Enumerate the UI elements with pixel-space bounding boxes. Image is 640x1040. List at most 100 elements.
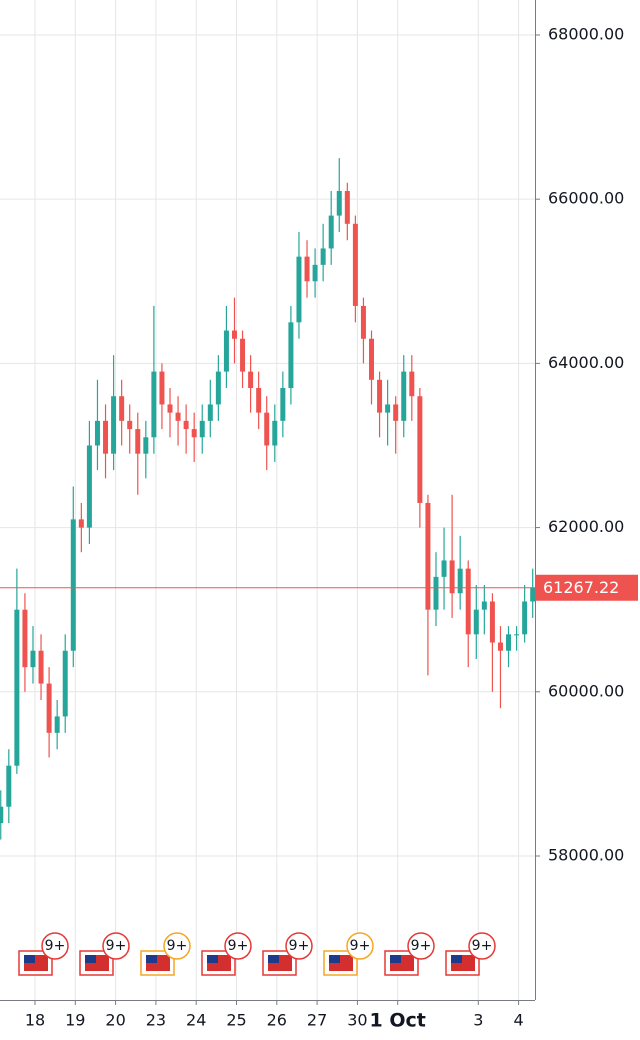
y-tick-label: 64000.00 bbox=[548, 353, 624, 372]
flag-canton bbox=[146, 955, 157, 963]
y-tick-label: 66000.00 bbox=[548, 189, 624, 208]
flag-canton bbox=[24, 955, 35, 963]
x-tick-label: 26 bbox=[267, 1011, 287, 1030]
candle-body bbox=[199, 420, 205, 438]
y-tick-label: 58000.00 bbox=[548, 845, 624, 864]
last-price-badge bbox=[535, 574, 638, 601]
candle-body bbox=[409, 371, 415, 397]
candle-body bbox=[489, 601, 495, 643]
candle-body bbox=[14, 609, 20, 766]
candle-body bbox=[46, 683, 52, 733]
candle-body bbox=[360, 305, 366, 339]
flag-canton bbox=[268, 955, 279, 963]
x-tick-label: 24 bbox=[186, 1011, 206, 1030]
candle-body bbox=[417, 396, 423, 503]
candle-body bbox=[465, 568, 471, 635]
candle-body bbox=[425, 502, 431, 610]
x-tick-label: 30 bbox=[347, 1011, 367, 1030]
badge bbox=[224, 932, 252, 960]
candle-body bbox=[352, 223, 358, 306]
candle-body bbox=[433, 576, 439, 610]
candle-body bbox=[280, 388, 286, 421]
candle-body bbox=[449, 560, 455, 594]
candle-body bbox=[506, 634, 512, 651]
candle-body bbox=[159, 371, 165, 405]
candle-body bbox=[30, 650, 36, 668]
event-marker[interactable]: 9+ bbox=[445, 932, 496, 976]
candle-body bbox=[78, 519, 84, 528]
flag-canton bbox=[85, 955, 96, 963]
candle-body bbox=[0, 806, 4, 824]
y-tick-label: 62000.00 bbox=[548, 517, 624, 536]
event-marker[interactable]: 9+ bbox=[323, 932, 374, 976]
candle-body bbox=[143, 437, 149, 454]
candle-body bbox=[103, 420, 109, 454]
candle-body bbox=[272, 420, 278, 446]
candle-body bbox=[304, 256, 310, 282]
candle-body bbox=[183, 420, 189, 430]
candle-body bbox=[320, 248, 326, 265]
badge-label: 9+ bbox=[106, 938, 127, 954]
candle-body bbox=[530, 587, 536, 602]
candle-body bbox=[119, 396, 125, 421]
candle-body bbox=[514, 634, 520, 636]
flag-canton bbox=[329, 955, 340, 963]
x-tick-label: 3 bbox=[473, 1011, 483, 1030]
badge-label: 9+ bbox=[411, 938, 432, 954]
badge-label: 9+ bbox=[167, 938, 188, 954]
badge-label: 9+ bbox=[45, 938, 66, 954]
candle-body bbox=[328, 215, 334, 249]
badge-label: 9+ bbox=[289, 938, 310, 954]
badge bbox=[163, 932, 191, 960]
x-tick-label: 25 bbox=[226, 1011, 246, 1030]
candle-body bbox=[191, 429, 197, 438]
candle-body bbox=[62, 650, 68, 717]
candle-body bbox=[522, 601, 528, 635]
x-tick-label: 4 bbox=[514, 1011, 524, 1030]
candle-body bbox=[288, 322, 294, 389]
event-marker[interactable]: 9+ bbox=[262, 932, 313, 976]
candle-body bbox=[151, 371, 157, 438]
x-tick-label: 19 bbox=[65, 1011, 85, 1030]
x-tick-label: 18 bbox=[25, 1011, 45, 1030]
candle-body bbox=[393, 404, 399, 421]
candle-body bbox=[473, 609, 479, 635]
candle-body bbox=[86, 445, 92, 528]
candle-body bbox=[167, 404, 173, 413]
candle-body bbox=[175, 412, 181, 421]
badge-label: 9+ bbox=[472, 938, 493, 954]
badge bbox=[346, 932, 374, 960]
event-marker[interactable]: 9+ bbox=[384, 932, 435, 976]
badge bbox=[468, 932, 496, 960]
candle-body bbox=[135, 429, 141, 454]
candle-body bbox=[111, 396, 117, 454]
candle-body bbox=[377, 379, 383, 413]
candle-body bbox=[215, 371, 221, 405]
candle-body bbox=[223, 330, 229, 372]
event-marker[interactable]: 9+ bbox=[201, 932, 252, 976]
grid bbox=[0, 0, 535, 1000]
x-tick-label: 27 bbox=[307, 1011, 327, 1030]
candle-body bbox=[231, 330, 237, 339]
event-marker[interactable]: 9+ bbox=[18, 932, 69, 976]
x-tick-label: 20 bbox=[105, 1011, 125, 1030]
candle-body bbox=[127, 420, 133, 430]
flag-canton bbox=[207, 955, 218, 963]
x-tick-label: 23 bbox=[146, 1011, 166, 1030]
y-tick-label: 60000.00 bbox=[548, 681, 624, 700]
candle-body bbox=[207, 404, 213, 421]
candle-body bbox=[70, 519, 76, 651]
candle-body bbox=[240, 338, 246, 372]
candle-body bbox=[457, 568, 463, 594]
event-marker[interactable]: 9+ bbox=[79, 932, 130, 976]
last-price-label: 61267.22 bbox=[543, 578, 619, 597]
candle-body bbox=[344, 190, 350, 224]
candle-body bbox=[248, 371, 254, 389]
candle-body bbox=[481, 601, 487, 610]
x-tick-label: 1 Oct bbox=[370, 1010, 426, 1032]
candle-body bbox=[385, 404, 391, 413]
candle-body bbox=[22, 609, 28, 668]
event-marker[interactable]: 9+ bbox=[140, 932, 191, 976]
candle-body bbox=[312, 264, 318, 282]
